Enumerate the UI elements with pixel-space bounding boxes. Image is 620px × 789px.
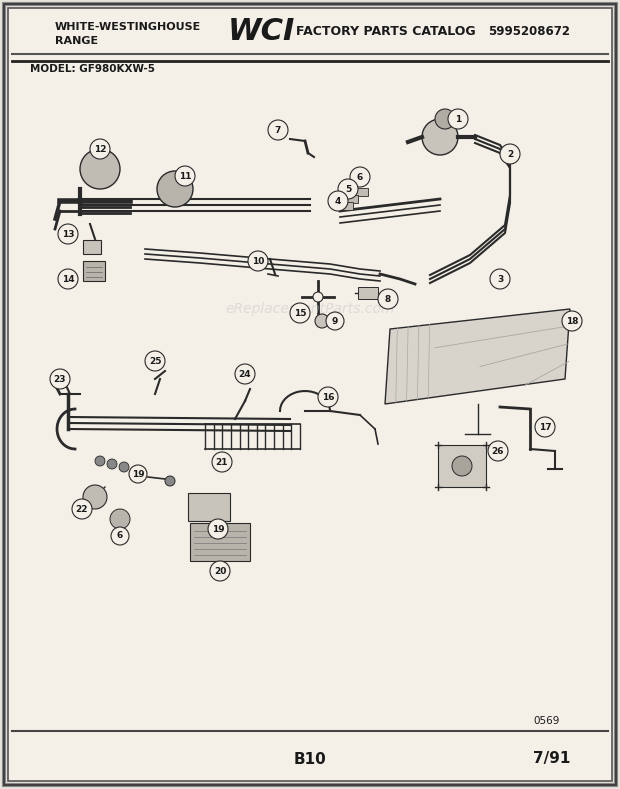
Text: 21: 21: [216, 458, 228, 466]
Text: 20: 20: [214, 567, 226, 575]
Text: 5: 5: [345, 185, 351, 193]
Circle shape: [110, 509, 130, 529]
Circle shape: [452, 456, 472, 476]
Circle shape: [50, 369, 70, 389]
Text: 6: 6: [117, 532, 123, 540]
Text: RANGE: RANGE: [55, 36, 98, 46]
Circle shape: [165, 476, 175, 486]
Text: FACTORY PARTS CATALOG: FACTORY PARTS CATALOG: [296, 24, 476, 38]
Circle shape: [129, 465, 147, 483]
Circle shape: [111, 527, 129, 545]
FancyBboxPatch shape: [352, 188, 368, 196]
Circle shape: [448, 109, 468, 129]
Text: 15: 15: [294, 308, 306, 317]
Circle shape: [488, 441, 508, 461]
Circle shape: [208, 519, 228, 539]
FancyBboxPatch shape: [342, 195, 358, 203]
Circle shape: [212, 452, 232, 472]
Text: 5995208672: 5995208672: [488, 24, 570, 38]
Circle shape: [535, 417, 555, 437]
Text: B10: B10: [294, 751, 326, 766]
Circle shape: [315, 314, 329, 328]
Circle shape: [210, 561, 230, 581]
Text: 11: 11: [179, 171, 191, 181]
Text: 4: 4: [335, 196, 341, 205]
Text: 19: 19: [211, 525, 224, 533]
Text: 8: 8: [385, 294, 391, 304]
Circle shape: [95, 456, 105, 466]
Text: 17: 17: [539, 422, 551, 432]
Circle shape: [72, 499, 92, 519]
Circle shape: [378, 289, 398, 309]
Text: 7: 7: [275, 125, 281, 134]
Text: eReplacementParts.com: eReplacementParts.com: [225, 302, 395, 316]
Text: 24: 24: [239, 369, 251, 379]
Circle shape: [107, 459, 117, 469]
Text: 6: 6: [357, 173, 363, 181]
Text: 12: 12: [94, 144, 106, 154]
Text: 7/91: 7/91: [533, 751, 570, 766]
FancyBboxPatch shape: [190, 523, 250, 561]
Circle shape: [145, 351, 165, 371]
FancyBboxPatch shape: [83, 261, 105, 281]
Text: 19: 19: [131, 469, 144, 478]
Circle shape: [350, 167, 370, 187]
Circle shape: [562, 311, 582, 331]
FancyBboxPatch shape: [358, 287, 378, 299]
Circle shape: [422, 119, 458, 155]
Circle shape: [83, 485, 107, 509]
Text: 23: 23: [54, 375, 66, 383]
Circle shape: [490, 269, 510, 289]
Circle shape: [175, 166, 195, 186]
Text: 18: 18: [565, 316, 578, 326]
Text: WHITE-WESTINGHOUSE: WHITE-WESTINGHOUSE: [55, 22, 202, 32]
Polygon shape: [385, 309, 570, 404]
Circle shape: [248, 251, 268, 271]
Circle shape: [90, 139, 110, 159]
FancyBboxPatch shape: [188, 493, 230, 521]
Circle shape: [80, 149, 120, 189]
Circle shape: [328, 191, 348, 211]
Text: 1: 1: [455, 114, 461, 124]
Text: MODEL: GF980KXW-5: MODEL: GF980KXW-5: [30, 64, 155, 74]
Circle shape: [58, 269, 78, 289]
FancyBboxPatch shape: [83, 240, 101, 254]
Circle shape: [313, 292, 323, 302]
Circle shape: [326, 312, 344, 330]
Circle shape: [235, 364, 255, 384]
Text: 16: 16: [322, 392, 334, 402]
Circle shape: [500, 144, 520, 164]
FancyBboxPatch shape: [438, 445, 486, 487]
FancyBboxPatch shape: [337, 202, 353, 210]
Circle shape: [157, 171, 193, 207]
Text: 10: 10: [252, 256, 264, 266]
Text: 14: 14: [61, 275, 74, 283]
Circle shape: [318, 387, 338, 407]
Text: 0569: 0569: [534, 716, 560, 726]
Text: 22: 22: [76, 504, 88, 514]
Text: 13: 13: [62, 230, 74, 238]
Text: WCI: WCI: [228, 17, 295, 46]
Circle shape: [435, 109, 455, 129]
Circle shape: [119, 462, 129, 472]
Circle shape: [58, 224, 78, 244]
Text: 26: 26: [492, 447, 504, 455]
Circle shape: [268, 120, 288, 140]
Circle shape: [290, 303, 310, 323]
Text: 3: 3: [497, 275, 503, 283]
Text: 9: 9: [332, 316, 338, 326]
FancyBboxPatch shape: [8, 8, 612, 781]
Circle shape: [338, 179, 358, 199]
Text: 25: 25: [149, 357, 161, 365]
Text: 2: 2: [507, 149, 513, 159]
